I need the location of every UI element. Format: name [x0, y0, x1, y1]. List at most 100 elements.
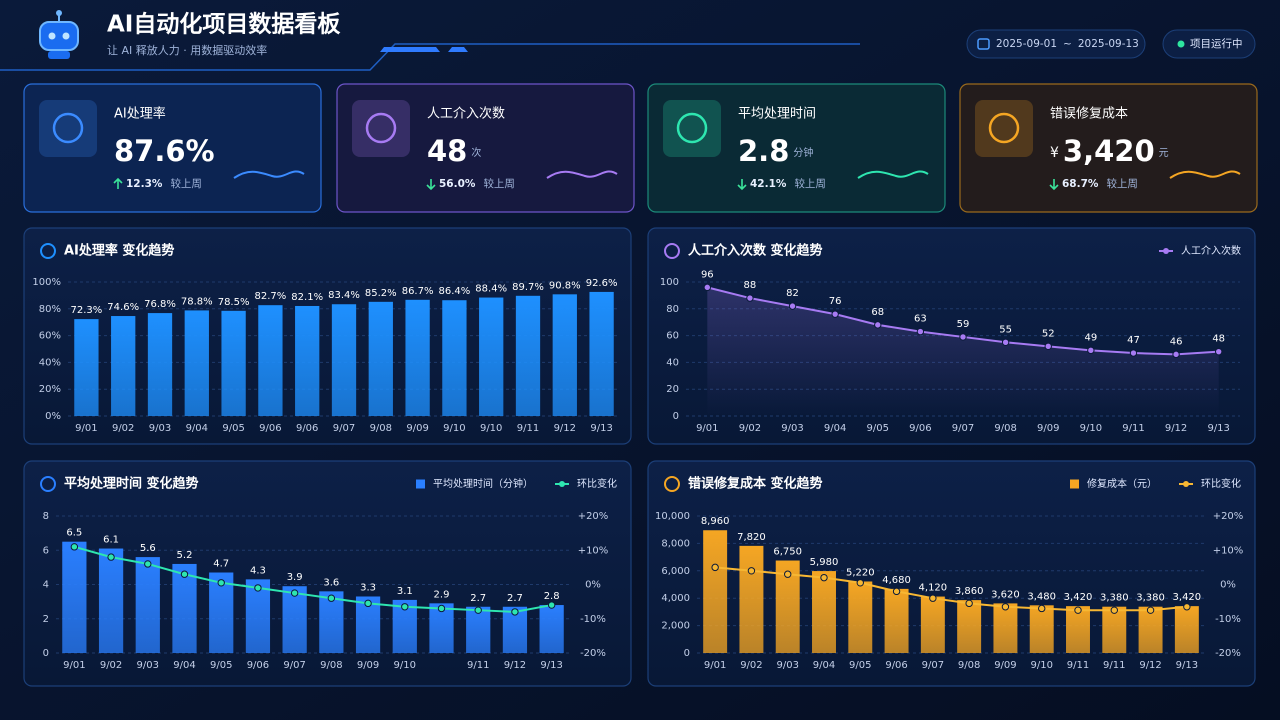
value-label: 63 [914, 314, 927, 325]
line-point [703, 283, 712, 292]
kpi-card [647, 83, 946, 213]
kpi-value: 48 [427, 134, 467, 168]
line-point [1110, 606, 1118, 614]
y-tick-label: 60 [666, 331, 679, 342]
x-tick-label: 9/05 [210, 660, 232, 671]
value-label: 2.7 [507, 593, 523, 604]
value-label: 88.4% [475, 284, 507, 295]
line-point [327, 594, 336, 602]
line-point [820, 573, 828, 582]
value-label: 3.3 [360, 582, 376, 593]
y-tick-label: 2 [43, 614, 49, 625]
kpi-value-line: ¥3,420 元 [1050, 134, 1169, 168]
x-tick-label: 9/05 [849, 660, 871, 671]
value-label: 3,380 [1100, 593, 1129, 604]
value-label: 8,960 [701, 516, 730, 527]
x-tick-label: 9/12 [554, 423, 576, 434]
x-tick-label: 9/11 [1067, 660, 1089, 671]
kpi-icon [365, 112, 397, 144]
y-tick-label: 6,000 [661, 566, 690, 577]
chart-title: AI处理率 变化趋势 [64, 243, 174, 259]
chart-title: 平均处理时间 变化趋势 [64, 476, 199, 492]
kpi-sparkline [1169, 170, 1241, 179]
line-point [1183, 603, 1191, 611]
y-tick-label: 0 [43, 648, 49, 659]
date-end: 2025-09-13 [1078, 38, 1139, 50]
kpi-unit: 次 [471, 146, 481, 159]
kpi-prefix: ¥ [1050, 145, 1059, 161]
y-tick-label: 4,000 [661, 593, 690, 604]
value-label: 76 [829, 296, 842, 307]
x-tick-label: 9/10 [443, 423, 465, 434]
line-point [746, 294, 754, 302]
kpi-value-line: 2.8 分钟 [738, 134, 813, 168]
value-label: 5.2 [177, 550, 193, 561]
line-point [965, 599, 973, 608]
y2-tick-label: +10% [578, 545, 609, 556]
bar [245, 579, 271, 653]
value-label: 4.3 [250, 565, 266, 576]
value-label: 3.9 [287, 572, 303, 583]
line-point [511, 608, 519, 616]
line-point [547, 601, 556, 609]
x-tick-label: 9/03 [776, 660, 798, 671]
legend-swatch-dot [1163, 248, 1169, 254]
value-label: 5,220 [846, 567, 875, 578]
kpi-compare: 较上周 [1106, 177, 1138, 190]
kpi-label: AI处理率 [114, 106, 166, 122]
kpi-compare: 较上周 [170, 177, 202, 190]
bar [466, 606, 491, 653]
x-tick-label: 9/13 [1176, 660, 1198, 671]
y-tick-label: 2,000 [661, 621, 690, 632]
value-label: 90.8% [549, 280, 581, 291]
bar [1066, 606, 1090, 653]
line-point [929, 594, 937, 602]
value-label: 76.8% [144, 299, 176, 310]
value-label: 6.1 [103, 535, 119, 546]
kpi-value-line: 87.6% [114, 134, 215, 168]
value-label: 96 [701, 269, 714, 280]
y-tick-label: 20% [39, 384, 61, 395]
value-label: 2.7 [470, 593, 486, 604]
kpi-label: 错误修复成本 [1050, 107, 1128, 122]
x-tick-label: 9/11 [1122, 423, 1144, 434]
bar [775, 560, 800, 653]
bar [1174, 606, 1199, 653]
x-tick-label: 9/07 [922, 660, 944, 671]
kpi-label: 人工介入次数 [427, 106, 505, 122]
x-tick-label: 9/10 [1030, 660, 1052, 671]
line-point [401, 603, 409, 611]
value-label: 82.1% [291, 292, 323, 303]
bar [479, 297, 504, 416]
line-point [474, 606, 482, 614]
x-tick-label: 9/11 [517, 423, 539, 434]
date-pill[interactable] [966, 29, 1146, 59]
kpi-value: 87.6% [114, 134, 215, 168]
legend-swatch [416, 479, 425, 489]
x-tick-label: 9/02 [740, 660, 762, 671]
y-tick-label: 0% [45, 411, 61, 422]
value-label: 4.7 [213, 559, 229, 570]
y-tick-label: 40% [39, 357, 61, 368]
x-tick-label: 9/10 [480, 423, 502, 434]
x-tick-label: 9/03 [137, 660, 159, 671]
bar [920, 596, 945, 653]
line-point [874, 321, 882, 329]
bar [589, 291, 614, 416]
bar [993, 603, 1018, 653]
kpi-icon-box [352, 100, 410, 157]
value-label: 2.9 [434, 589, 450, 600]
kpi-arrow [1049, 179, 1059, 191]
value-label: 92.6% [586, 278, 618, 289]
value-label: 89.7% [512, 282, 544, 293]
x-tick-label: 9/03 [781, 423, 803, 434]
bar [368, 301, 393, 416]
y2-tick-label: -20% [1215, 648, 1241, 659]
x-tick-label: 9/12 [1139, 660, 1161, 671]
y2-tick-label: -10% [580, 614, 606, 625]
page-subtitle: 让 AI 释放人力 · 用数据驱动效率 [107, 43, 267, 57]
chart-title: 错误修复成本 变化趋势 [688, 476, 823, 492]
panel [647, 460, 1256, 687]
line-point [1038, 604, 1046, 613]
bar [295, 305, 320, 416]
